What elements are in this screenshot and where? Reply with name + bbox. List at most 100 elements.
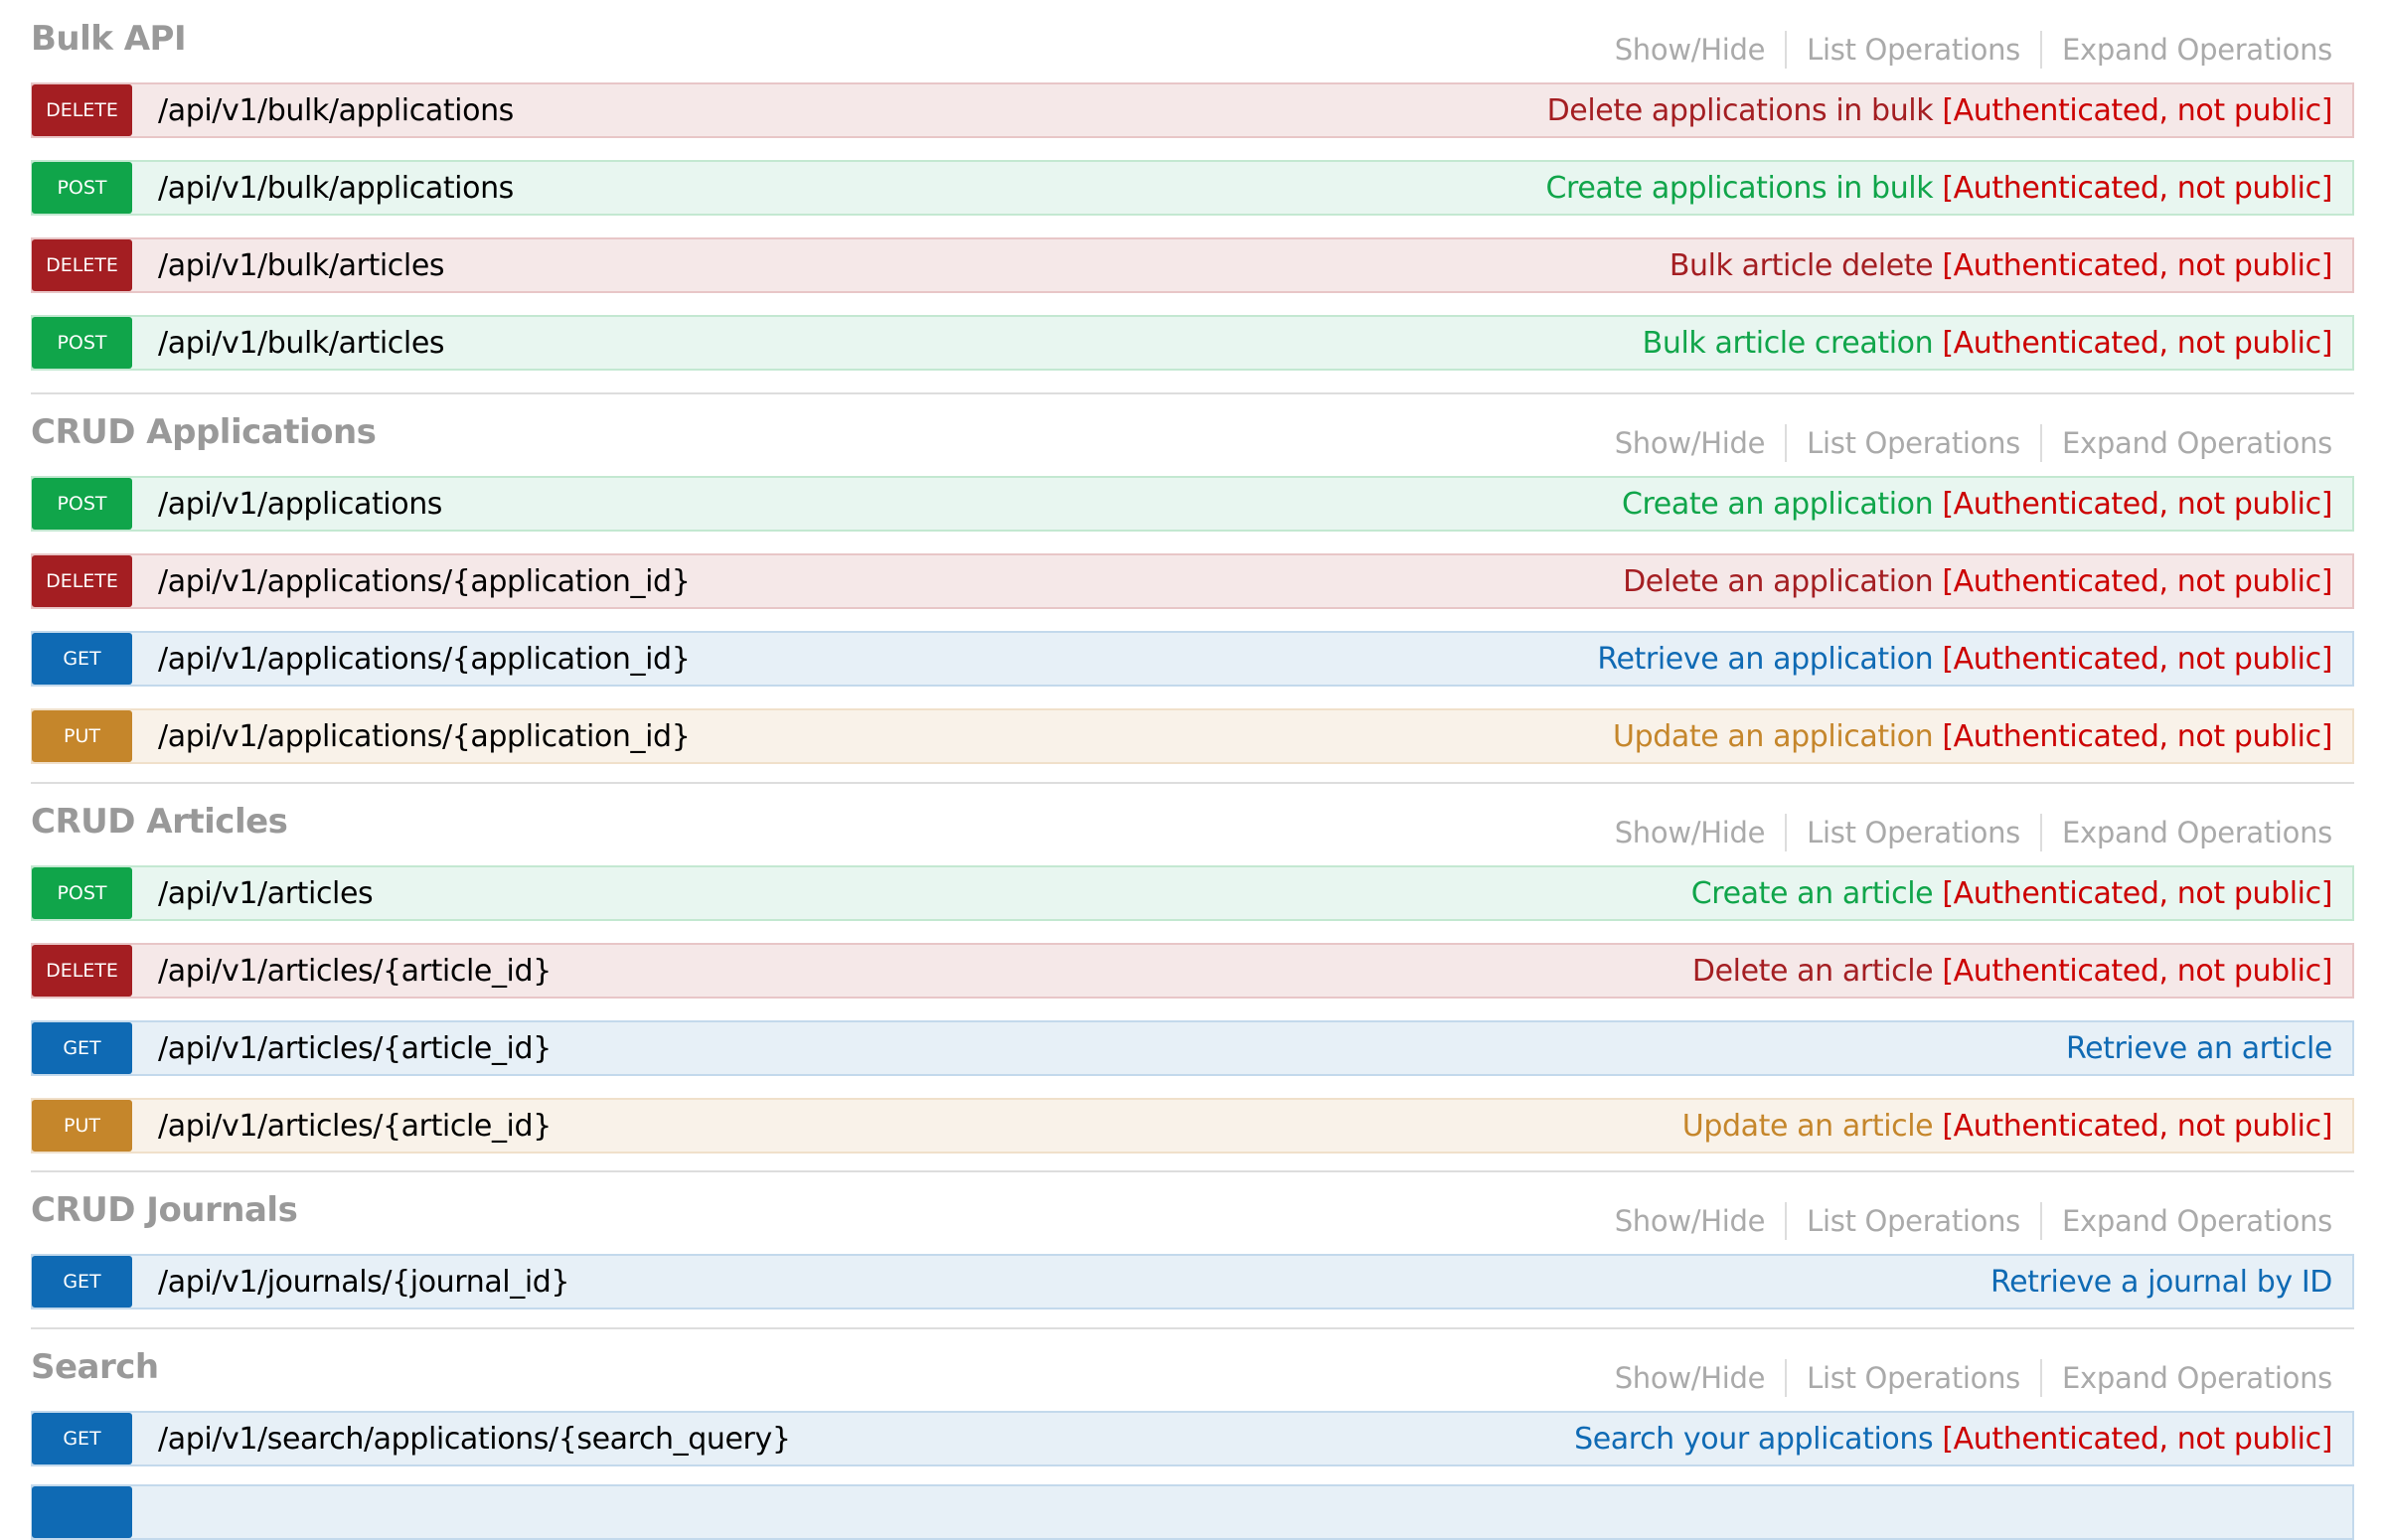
operation-summary: Delete applications in bulk <box>1546 92 1934 128</box>
auth-note: [Authenticated, not public] <box>1942 641 2332 677</box>
separator <box>1785 31 1788 69</box>
operation-description: Bulk article delete [Authenticated, not … <box>1669 247 2333 283</box>
operation-row[interactable]: PUT /api/v1/articles/{article_id} Update… <box>31 1098 2354 1154</box>
section-title[interactable]: Bulk API <box>31 19 187 59</box>
operation-row[interactable]: POST /api/v1/applications Create an appl… <box>31 476 2354 532</box>
auth-note: [Authenticated, not public] <box>1942 718 2332 754</box>
separator <box>1785 814 1788 851</box>
auth-note: [Authenticated, not public] <box>1942 875 2332 911</box>
operation-description: Retrieve a journal by ID <box>1990 1265 2332 1300</box>
http-method-badge[interactable]: DELETE <box>32 945 132 997</box>
endpoint-path[interactable]: /api/v1/applications/{application_id} <box>158 563 691 599</box>
operation-summary: Create an article <box>1690 875 1934 911</box>
endpoint-path[interactable]: /api/v1/bulk/articles <box>158 247 445 283</box>
operation-row[interactable]: DELETE /api/v1/bulk/applications Delete … <box>31 82 2354 138</box>
show-hide-link[interactable]: Show/Hide <box>1614 1361 1766 1395</box>
separator <box>2039 1359 2042 1397</box>
endpoint-path[interactable]: /api/v1/articles/{article_id} <box>158 1108 552 1144</box>
list-operations-link[interactable]: List Operations <box>1807 1204 2020 1238</box>
http-method-badge[interactable]: DELETE <box>32 555 132 607</box>
section-operations: Show/Hide List Operations Expand Operati… <box>1595 424 2332 462</box>
endpoint-path[interactable]: /api/v1/articles/{article_id} <box>158 1030 552 1066</box>
operation-description: Search your applications [Authenticated,… <box>1574 1422 2332 1457</box>
endpoint-path[interactable]: /api/v1/journals/{journal_id} <box>158 1264 570 1300</box>
endpoint-path[interactable]: /api/v1/bulk/articles <box>158 325 445 361</box>
section-divider <box>31 1327 2354 1329</box>
operation-summary: Create an application <box>1621 486 1934 522</box>
operation-row[interactable]: POST /api/v1/bulk/articles Bulk article … <box>31 315 2354 371</box>
operation-summary: Create applications in bulk <box>1545 170 1934 206</box>
operation-row[interactable]: GET /api/v1/articles/{article_id} Retrie… <box>31 1020 2354 1076</box>
operation-row[interactable]: POST /api/v1/bulk/applications Create ap… <box>31 160 2354 216</box>
operation-summary: Retrieve a journal by ID <box>1990 1264 2332 1300</box>
endpoint-path[interactable]: /api/v1/applications/{application_id} <box>158 718 691 754</box>
section-title[interactable]: Search <box>31 1347 159 1387</box>
endpoint-path[interactable]: /api/v1/applications/{application_id} <box>158 641 691 677</box>
http-method-badge[interactable]: DELETE <box>32 239 132 291</box>
expand-operations-link[interactable]: Expand Operations <box>2061 816 2332 849</box>
expand-operations-link[interactable]: Expand Operations <box>2061 426 2332 460</box>
expand-operations-link[interactable]: Expand Operations <box>2061 33 2332 67</box>
operation-row[interactable]: DELETE /api/v1/articles/{article_id} Del… <box>31 943 2354 999</box>
show-hide-link[interactable]: Show/Hide <box>1614 1204 1766 1238</box>
http-method-badge[interactable]: POST <box>32 162 132 214</box>
http-method-badge[interactable]: POST <box>32 478 132 530</box>
auth-note: [Authenticated, not public] <box>1942 1108 2332 1144</box>
separator <box>2039 1202 2042 1240</box>
operation-summary: Delete an article <box>1691 953 1934 989</box>
endpoint-path[interactable]: /api/v1/applications <box>158 486 443 522</box>
auth-note: [Authenticated, not public] <box>1942 247 2332 283</box>
expand-operations-link[interactable]: Expand Operations <box>2061 1204 2332 1238</box>
separator <box>1785 1202 1788 1240</box>
section-title[interactable]: CRUD Journals <box>31 1190 298 1230</box>
operation-row[interactable]: POST /api/v1/articles Create an article … <box>31 865 2354 921</box>
http-method-badge[interactable]: GET <box>32 633 132 685</box>
operation-row[interactable]: DELETE /api/v1/applications/{application… <box>31 553 2354 609</box>
list-operations-link[interactable]: List Operations <box>1807 1361 2020 1395</box>
show-hide-link[interactable]: Show/Hide <box>1614 33 1766 67</box>
operation-description: Retrieve an article <box>2066 1031 2332 1066</box>
list-operations-link[interactable]: List Operations <box>1807 816 2020 849</box>
auth-note: [Authenticated, not public] <box>1942 170 2332 206</box>
operation-summary: Search your applications <box>1574 1421 1934 1457</box>
endpoint-path[interactable]: /api/v1/bulk/applications <box>158 92 514 128</box>
operation-summary: Retrieve an application <box>1597 641 1934 677</box>
http-method-badge[interactable] <box>32 1486 132 1538</box>
endpoint-path[interactable]: /api/v1/articles/{article_id} <box>158 953 552 989</box>
endpoint-path[interactable]: /api/v1/articles <box>158 875 374 911</box>
operation-description: Create applications in bulk [Authenticat… <box>1546 171 2333 206</box>
expand-operations-link[interactable]: Expand Operations <box>2061 1361 2332 1395</box>
operation-row[interactable]: PUT /api/v1/applications/{application_id… <box>31 708 2354 764</box>
endpoint-path[interactable]: /api/v1/bulk/applications <box>158 170 514 206</box>
operation-summary: Bulk article delete <box>1669 247 1934 283</box>
section-divider <box>31 392 2354 394</box>
operation-summary: Retrieve an article <box>2065 1030 2332 1066</box>
operation-description: Update an application [Authenticated, no… <box>1613 719 2332 754</box>
list-operations-link[interactable]: List Operations <box>1807 33 2020 67</box>
operation-row-partial[interactable] <box>31 1484 2354 1540</box>
section-title[interactable]: CRUD Articles <box>31 802 288 842</box>
endpoint-path[interactable]: /api/v1/search/applications/{search_quer… <box>158 1421 791 1457</box>
operation-description: Create an application [Authenticated, no… <box>1622 487 2332 522</box>
operation-row[interactable]: GET /api/v1/journals/{journal_id} Retrie… <box>31 1254 2354 1309</box>
http-method-badge[interactable]: POST <box>32 317 132 369</box>
http-method-badge[interactable]: GET <box>32 1022 132 1074</box>
http-method-badge[interactable]: DELETE <box>32 84 132 136</box>
list-operations-link[interactable]: List Operations <box>1807 426 2020 460</box>
operation-description: Delete an article [Authenticated, not pu… <box>1691 953 2333 989</box>
http-method-badge[interactable]: GET <box>32 1413 132 1464</box>
section-operations: Show/Hide List Operations Expand Operati… <box>1595 31 2332 69</box>
show-hide-link[interactable]: Show/Hide <box>1614 816 1766 849</box>
operation-row[interactable]: DELETE /api/v1/bulk/articles Bulk articl… <box>31 237 2354 293</box>
http-method-badge[interactable]: PUT <box>32 710 132 762</box>
auth-note: [Authenticated, not public] <box>1942 563 2332 599</box>
http-method-badge[interactable]: POST <box>32 867 132 919</box>
http-method-badge[interactable]: PUT <box>32 1100 132 1152</box>
show-hide-link[interactable]: Show/Hide <box>1614 426 1766 460</box>
http-method-badge[interactable]: GET <box>32 1256 132 1308</box>
auth-note: [Authenticated, not public] <box>1942 1421 2332 1457</box>
section-title[interactable]: CRUD Applications <box>31 412 377 452</box>
operation-row[interactable]: GET /api/v1/search/applications/{search_… <box>31 1411 2354 1466</box>
operation-row[interactable]: GET /api/v1/applications/{application_id… <box>31 631 2354 687</box>
auth-note: [Authenticated, not public] <box>1942 486 2332 522</box>
